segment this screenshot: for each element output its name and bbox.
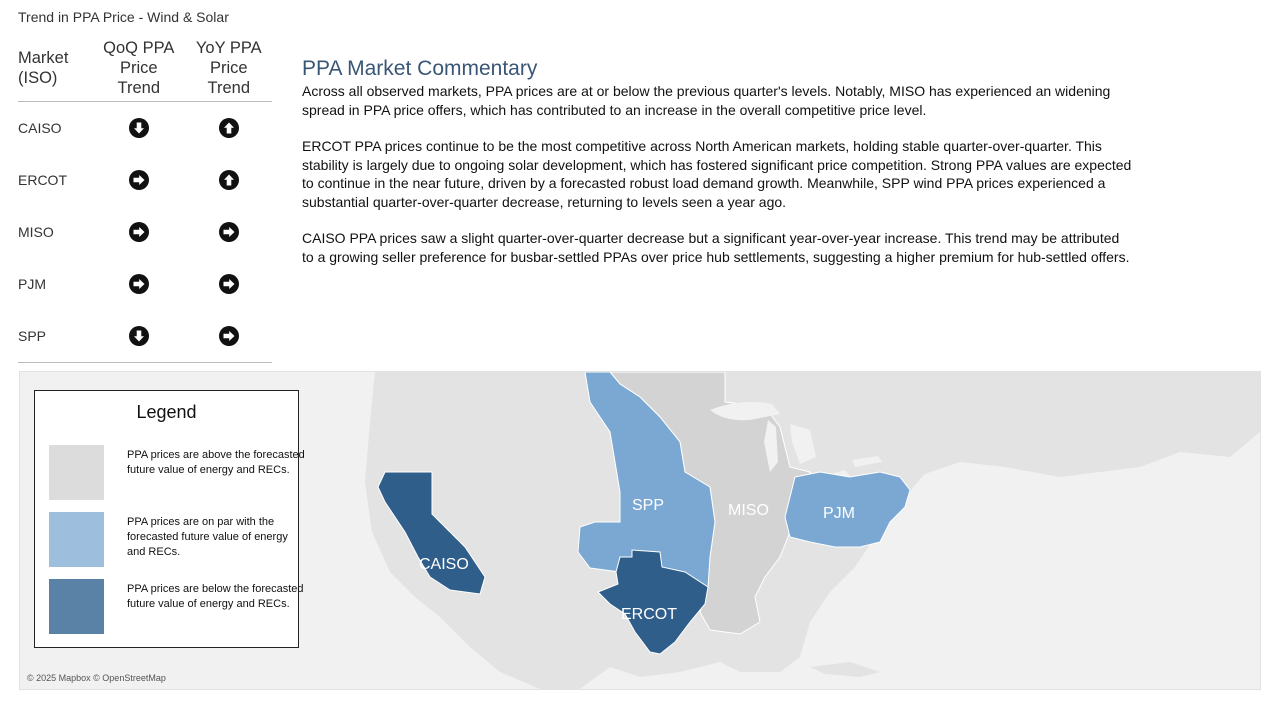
commentary-paragraph: CAISO PPA prices saw a slight quarter-ov…	[302, 230, 1130, 265]
region-label-caiso: CAISO	[419, 556, 469, 573]
qoq-trend-cell	[92, 102, 186, 155]
yoy-trend-cell	[186, 206, 272, 258]
table-row: ERCOT	[18, 154, 272, 206]
price-trend-table: Market (ISO) QoQ PPA Price Trend YoY PPA Pri…	[18, 38, 272, 363]
iso-map[interactable]: SPP MISO PJM CAISO ERCOT Legend PPA pric…	[19, 371, 1261, 690]
market-name: MISO	[18, 224, 54, 240]
legend-box: Legend PPA prices are above the forecast…	[34, 390, 305, 648]
qoq-trend-cell	[92, 310, 186, 363]
region-label-miso: MISO	[728, 502, 769, 519]
region-ercot[interactable]	[597, 549, 709, 655]
legend-swatch	[49, 512, 104, 567]
yoy-trend-cell	[186, 102, 272, 155]
column-header-qoq: QoQ PPA Price Trend	[92, 38, 186, 102]
qoq-trend-cell	[92, 154, 186, 206]
yoy-trend-cell	[186, 154, 272, 206]
legend-text: PPA prices are on par with the forecaste…	[127, 516, 288, 558]
region-label-spp: SPP	[632, 497, 664, 514]
map-attribution[interactable]: © 2025 Mapbox © OpenStreetMap	[27, 673, 166, 683]
legend-swatch	[49, 445, 104, 500]
market-name: PJM	[18, 276, 46, 292]
arrow-right-icon	[128, 222, 149, 242]
lake-huron	[790, 424, 816, 464]
legend-text: PPA prices are above the forecasted futu…	[127, 449, 305, 476]
arrow-down-icon	[128, 326, 149, 346]
land-greenland	[1080, 372, 1260, 412]
column-header-market: Market (ISO)	[18, 38, 92, 102]
land-cuba	[810, 662, 880, 677]
page-title: Trend in PPA Price - Wind & Solar	[18, 9, 229, 25]
yoy-trend-cell	[185, 310, 272, 363]
commentary-paragraph: ERCOT PPA prices continue to be the most…	[302, 138, 1132, 210]
region-pjm[interactable]	[784, 471, 911, 548]
table-row: PJM	[18, 258, 272, 310]
region-caiso[interactable]	[377, 471, 486, 595]
yoy-trend-cell	[186, 258, 272, 310]
region-label-ercot: ERCOT	[621, 606, 677, 623]
commentary-title: PPA Market Commentary	[302, 57, 538, 80]
legend-text: PPA prices are below the forecasted futu…	[127, 583, 304, 610]
lake-ontario	[852, 456, 882, 467]
lake-superior	[710, 402, 780, 421]
commentary-section: PPA Market Commentary Across all observe…	[302, 56, 1132, 284]
market-name: SPP	[18, 310, 92, 363]
arrow-right-icon	[218, 222, 239, 242]
table-row: MISO	[18, 206, 272, 258]
column-header-yoy: YoY PPA Price Trend	[185, 38, 272, 102]
qoq-trend-cell	[92, 206, 186, 258]
region-label-pjm: PJM	[823, 505, 855, 522]
arrow-up-icon	[218, 118, 239, 138]
market-name: ERCOT	[18, 172, 67, 188]
arrow-right-icon	[218, 326, 239, 346]
arrow-right-icon	[218, 274, 239, 294]
qoq-trend-cell	[92, 258, 186, 310]
legend-swatch	[49, 579, 104, 634]
legend-title: Legend	[136, 402, 197, 422]
arrow-up-icon	[218, 170, 239, 190]
table-row: CAISO	[18, 102, 272, 155]
arrow-right-icon	[128, 170, 149, 190]
lake-michigan	[764, 420, 778, 472]
map-canvas[interactable]: SPP MISO PJM CAISO ERCOT	[20, 372, 1260, 689]
arrow-right-icon	[128, 274, 149, 294]
market-name: CAISO	[18, 120, 62, 136]
arrow-down-icon	[128, 118, 149, 138]
commentary-paragraph: Across all observed markets, PPA prices …	[302, 83, 1111, 118]
table-row: SPP	[18, 310, 272, 363]
